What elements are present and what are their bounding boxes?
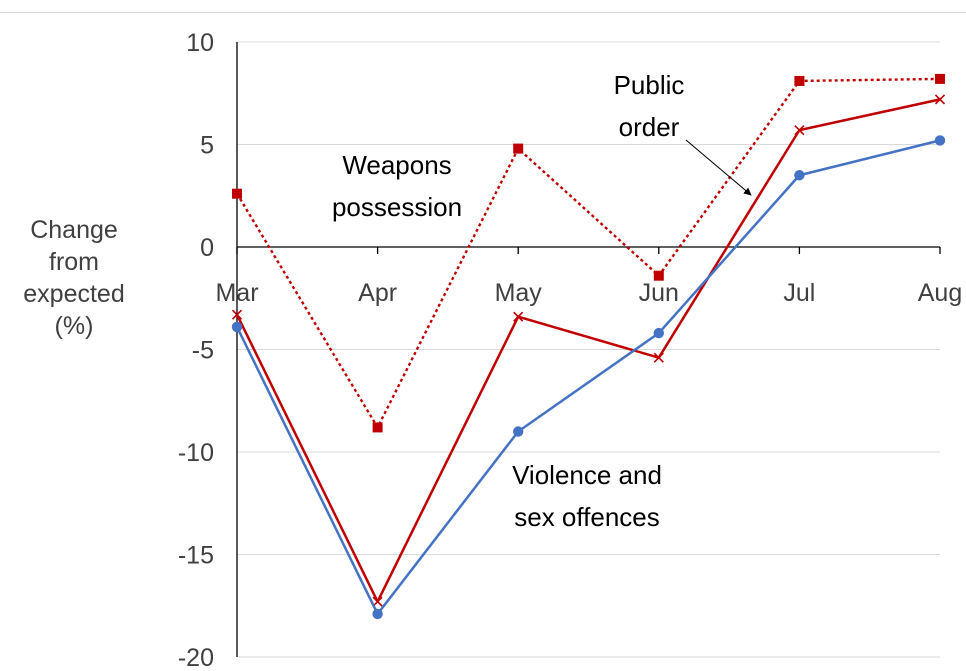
data-point-circle (794, 170, 804, 180)
x-tick-label: Jun (639, 279, 679, 307)
gridlines (237, 42, 940, 657)
data-point-square (935, 74, 945, 84)
y-tick-labels: 10 5 0 -5 -10 -15 -20 (178, 29, 214, 671)
annotation-violence-sex-offences: Violence and (512, 460, 662, 490)
data-point-square (794, 76, 804, 86)
x-tick-label: Jul (783, 279, 815, 307)
y-axis-label-line-4: (%) (0, 310, 148, 342)
annotation-public-order: order (619, 112, 680, 142)
data-point-square (373, 422, 383, 432)
x-tick-labels: Mar Apr May Jun Jul Aug (215, 279, 962, 307)
y-tick-label: -15 (178, 542, 214, 570)
data-point-circle (513, 426, 523, 436)
y-tick-label: 10 (186, 29, 214, 57)
data-point-square (232, 189, 242, 199)
annotation-public-order: Public (614, 70, 685, 100)
y-axis-label-line-1: Change (0, 214, 148, 246)
data-point-square (513, 144, 523, 154)
series-lines (232, 74, 945, 619)
y-tick-label: 0 (200, 234, 214, 262)
y-tick-label: -5 (192, 337, 214, 365)
x-tick-label: May (495, 279, 543, 307)
y-tick-label: 5 (200, 132, 214, 160)
series-line-0 (237, 79, 940, 428)
data-point-square (654, 271, 664, 281)
annotation-weapons-possession: possession (332, 192, 462, 222)
x-tick-label: Aug (918, 279, 962, 307)
data-point-circle (372, 609, 382, 619)
x-tick-label: Apr (358, 279, 397, 307)
x-tick-label: Mar (215, 279, 258, 307)
y-axis-label-line-2: from (0, 246, 148, 278)
data-point-circle (654, 328, 664, 338)
annotation-violence-sex-offences: sex offences (514, 502, 660, 532)
annotation-weapons-possession: Weapons (342, 150, 451, 180)
y-axis-label: Change from expected (%) (0, 214, 148, 342)
y-tick-label: -20 (178, 644, 214, 671)
public-order-arrow (686, 140, 751, 195)
y-tick-label: -10 (178, 439, 214, 467)
y-axis-label-line-3: expected (0, 278, 148, 310)
data-point-circle (232, 322, 242, 332)
data-point-circle (935, 135, 945, 145)
